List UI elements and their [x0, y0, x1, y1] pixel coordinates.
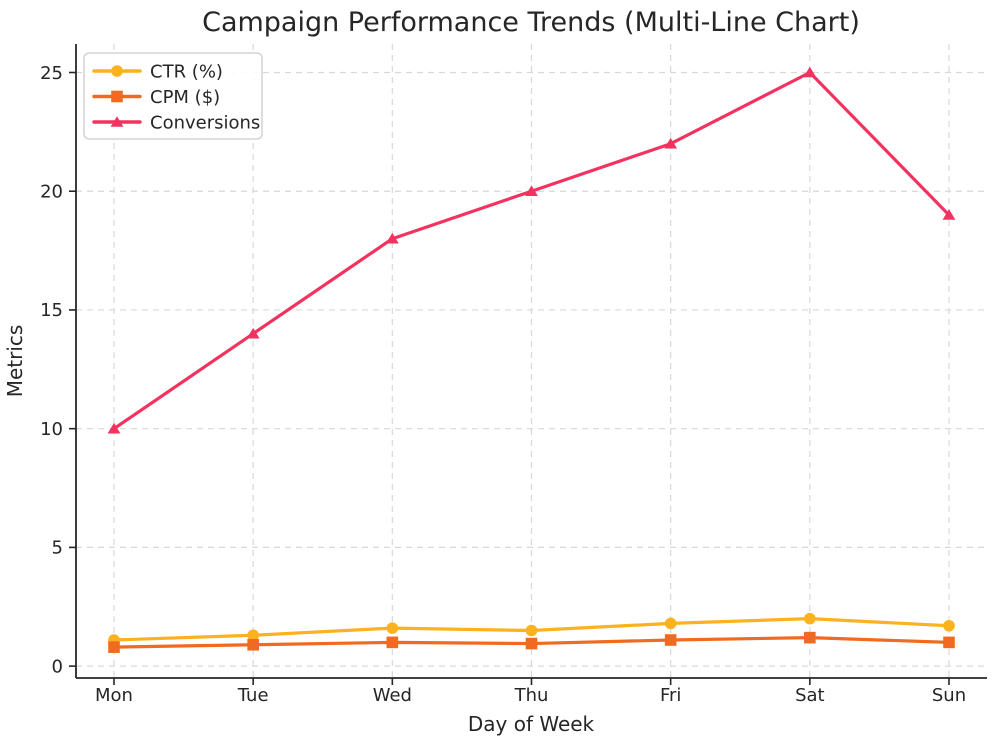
square-marker — [108, 641, 120, 653]
triangle-marker — [385, 232, 399, 244]
x-tick-label: Tue — [237, 685, 269, 706]
legend-box — [83, 52, 263, 140]
circle-marker — [943, 619, 955, 632]
legend-item: Conversions — [92, 112, 260, 133]
square-marker — [664, 634, 677, 646]
data-series — [107, 66, 956, 653]
x-tick-label: Thu — [514, 685, 549, 706]
triangle-marker — [942, 209, 956, 220]
legend-item-label: Conversions — [150, 112, 260, 133]
circle-marker — [247, 629, 259, 642]
triangle-marker — [803, 66, 817, 78]
square-marker — [804, 631, 816, 644]
series-ctr — [108, 612, 955, 646]
x-tick-labels: Mon Tue Wed Thu Fri Sat Sun — [95, 685, 966, 706]
y-tick-label: 0 — [52, 656, 63, 677]
legend: CTR (%) CPM ($) Conversions — [83, 52, 263, 140]
circle-marker — [525, 624, 538, 637]
triangle-marker — [110, 116, 124, 127]
triangle-marker — [107, 422, 121, 434]
x-tick-label: Mon — [95, 685, 133, 706]
legend-item-label: CPM ($) — [150, 87, 220, 108]
circle-marker — [804, 612, 816, 625]
y-tick-label: 5 — [52, 538, 63, 559]
legend-item: CPM ($) — [92, 87, 220, 108]
triangle-marker — [246, 327, 260, 339]
axis-tick-marks — [69, 71, 950, 685]
y-tick-label: 25 — [40, 63, 63, 84]
triangle-marker — [664, 137, 678, 149]
square-marker — [525, 637, 538, 650]
square-marker — [247, 638, 259, 651]
x-tick-label: Fri — [660, 685, 681, 706]
legend-item: CTR (%) — [92, 61, 223, 82]
y-axis-label: Metrics — [3, 325, 27, 398]
triangle-marker — [525, 185, 538, 197]
y-tick-labels: 0 5 10 15 20 25 — [40, 63, 63, 678]
square-marker — [386, 636, 399, 649]
legend-item-label: CTR (%) — [150, 61, 223, 82]
square-marker — [111, 90, 123, 103]
x-tick-label: Wed — [373, 685, 412, 706]
series-cpm — [108, 631, 955, 653]
square-marker — [943, 636, 955, 649]
circle-marker — [386, 622, 399, 634]
series-conversions — [107, 66, 956, 434]
y-tick-label: 20 — [40, 182, 63, 203]
circle-marker — [111, 65, 123, 77]
chart-title: Campaign Performance Trends (Multi-Line … — [202, 7, 860, 38]
y-tick-label: 10 — [40, 419, 63, 440]
x-axis-label: Day of Week — [468, 712, 595, 736]
x-tick-label: Sat — [795, 685, 825, 706]
x-tick-label: Sun — [932, 685, 966, 706]
y-tick-label: 15 — [40, 300, 63, 321]
circle-marker — [664, 617, 677, 630]
